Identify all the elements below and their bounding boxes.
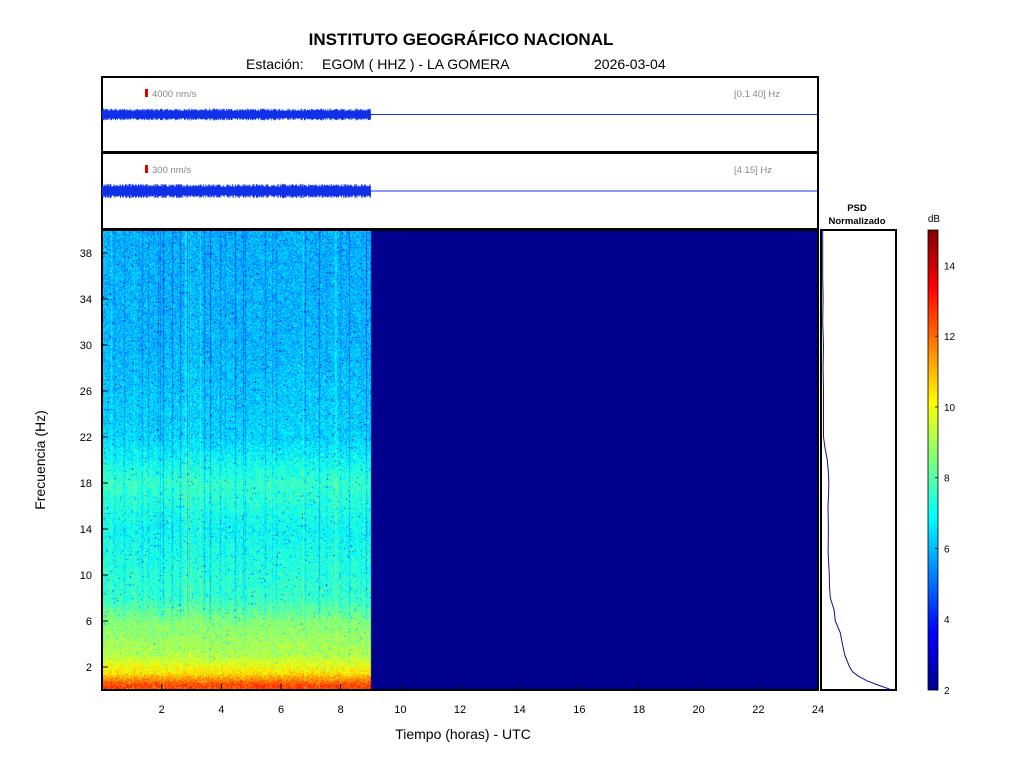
record-date: 2026-03-04 bbox=[594, 56, 666, 72]
x-tick-label: 24 bbox=[812, 704, 824, 716]
y-tick-label: 30 bbox=[80, 340, 92, 352]
y-tick-label: 14 bbox=[80, 524, 92, 536]
y-tick-label: 38 bbox=[80, 248, 92, 260]
y-tick-label: 18 bbox=[80, 478, 92, 490]
colorbar-tick-label: 6 bbox=[944, 544, 950, 555]
psd-panel: PSD Normalizado bbox=[820, 203, 897, 691]
y-tick-label: 22 bbox=[80, 432, 92, 444]
filter-label: [4 15] Hz bbox=[734, 165, 772, 176]
seismogram-signal bbox=[101, 183, 372, 199]
y-tick-label: 6 bbox=[86, 616, 92, 628]
colorbar-tick-label: 8 bbox=[944, 474, 950, 485]
filter-label: [0.1 40] Hz bbox=[734, 89, 780, 100]
spectrogram-image bbox=[102, 230, 818, 690]
x-tick-label: 10 bbox=[394, 704, 406, 716]
psd-frame bbox=[820, 229, 897, 691]
seismogram-panel-filtered: 300 nm/s [4 15] Hz bbox=[101, 152, 819, 230]
colorbar-tick-label: 10 bbox=[944, 403, 956, 414]
scale-label: 4000 nm/s bbox=[152, 89, 197, 100]
colorbar-tick-label: 4 bbox=[944, 615, 950, 626]
colorbar-tick-label: 12 bbox=[944, 332, 956, 343]
seismogram-signal bbox=[101, 108, 372, 121]
colorbar-tick-label: 14 bbox=[944, 261, 956, 272]
y-tick-label: 34 bbox=[80, 294, 92, 306]
colorbar-gradient bbox=[927, 229, 939, 691]
scale-marker bbox=[145, 165, 148, 173]
station-name: EGOM ( HHZ ) - LA GOMERA bbox=[322, 56, 510, 72]
x-tick-label: 6 bbox=[278, 704, 284, 716]
station-prefix: Estación: bbox=[246, 56, 304, 72]
y-tick-label: 10 bbox=[80, 570, 92, 582]
figure-title: INSTITUTO GEOGRÁFICO NACIONAL bbox=[309, 30, 614, 49]
seismogram-trace bbox=[101, 183, 818, 199]
y-axis-label: Frecuencia (Hz) bbox=[32, 410, 48, 510]
scale-marker bbox=[145, 89, 148, 97]
x-tick-label: 4 bbox=[218, 704, 224, 716]
x-tick-label: 20 bbox=[693, 704, 705, 716]
x-tick-label: 8 bbox=[338, 704, 344, 716]
x-tick-label: 12 bbox=[454, 704, 466, 716]
colorbar: dB 2 4 6 8 10 12 14 bbox=[927, 214, 956, 697]
colorbar-tick-label: 2 bbox=[944, 686, 950, 697]
seismogram-trace bbox=[101, 108, 818, 121]
psd-subtitle: Normalizado bbox=[828, 216, 885, 227]
x-tick-label: 22 bbox=[752, 704, 764, 716]
psd-title: PSD bbox=[847, 203, 867, 214]
x-axis-label: Tiempo (horas) - UTC bbox=[395, 726, 531, 742]
y-tick-label: 26 bbox=[80, 386, 92, 398]
seismogram-panel-broadband: 4000 nm/s [0.1 40] Hz bbox=[101, 76, 819, 153]
x-tick-label: 14 bbox=[514, 704, 526, 716]
colorbar-label: dB bbox=[928, 214, 941, 225]
x-tick-label: 18 bbox=[633, 704, 645, 716]
x-tick-label: 2 bbox=[159, 704, 165, 716]
colorbar-ticks: 2 4 6 8 10 12 14 bbox=[935, 261, 956, 697]
x-tick-label: 16 bbox=[573, 704, 585, 716]
x-axis: 2 4 6 8 10 12 14 16 18 20 22 24 bbox=[159, 684, 824, 716]
scale-label: 300 nm/s bbox=[152, 165, 191, 176]
psd-line bbox=[822, 230, 893, 691]
spectrogram-panel: 2 4 6 8 10 12 14 16 18 20 22 24 261014182226303438 … bbox=[32, 229, 824, 742]
y-tick-label: 2 bbox=[86, 662, 92, 674]
